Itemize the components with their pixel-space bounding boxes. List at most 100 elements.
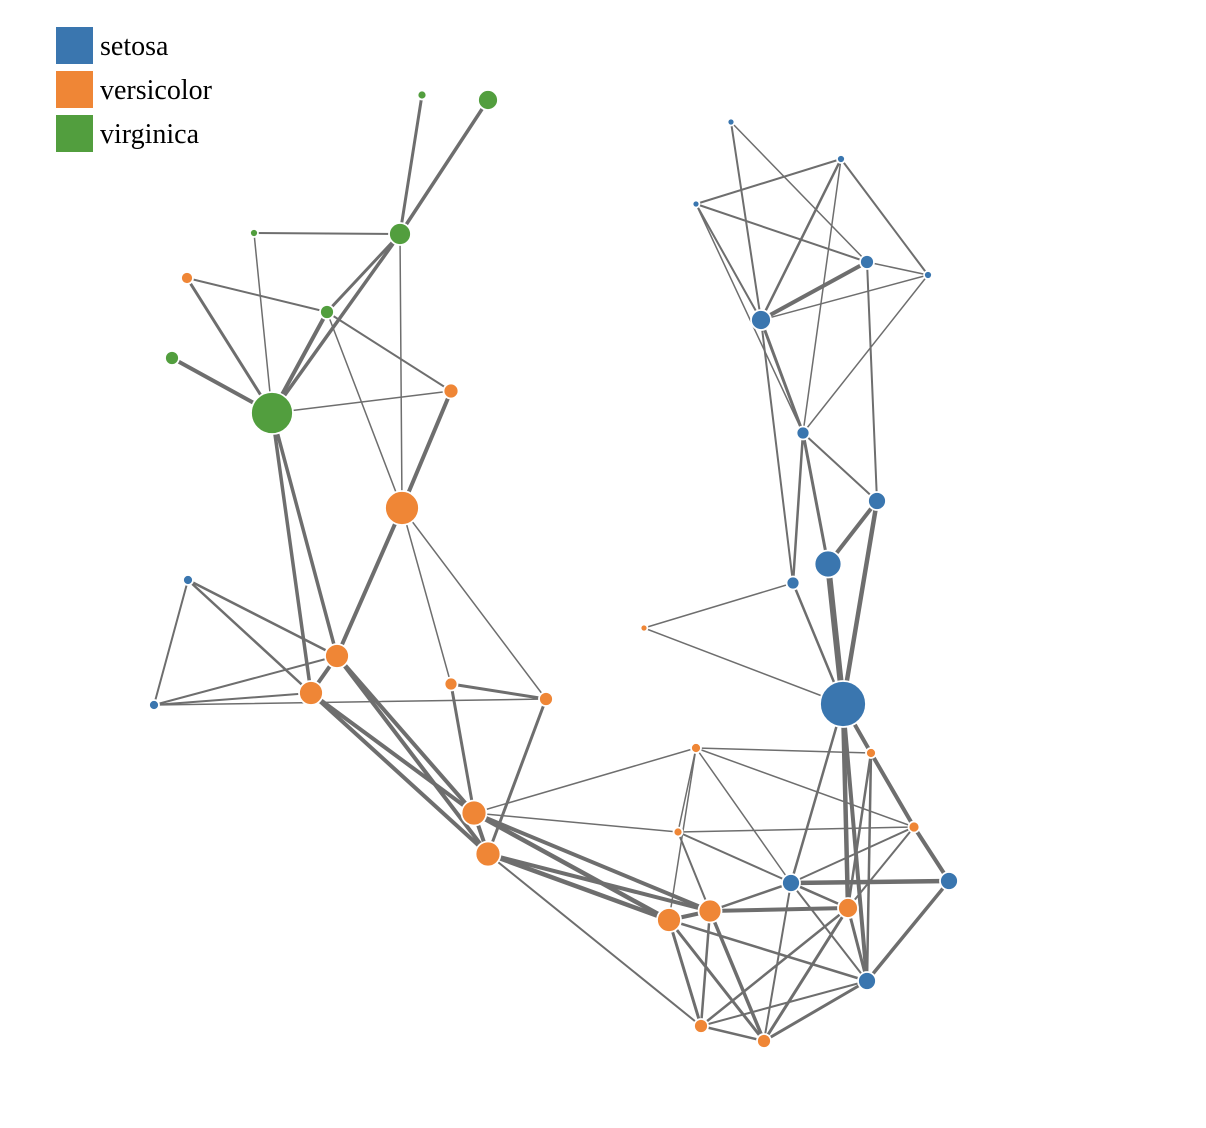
graph-node[interactable] xyxy=(697,898,723,924)
graph-node[interactable] xyxy=(324,643,350,669)
graph-edge xyxy=(865,879,951,983)
graph-node[interactable] xyxy=(785,575,801,591)
graph-node[interactable] xyxy=(443,676,459,692)
graph-edge xyxy=(325,232,402,314)
graph-node[interactable] xyxy=(939,871,959,891)
graph-edge xyxy=(153,655,338,706)
graph-edge xyxy=(667,918,766,1043)
graph-edge xyxy=(695,203,804,434)
legend-swatch-versicolor xyxy=(56,71,93,108)
graph-edge xyxy=(695,158,842,205)
graph-node[interactable] xyxy=(857,971,877,991)
graph-edge xyxy=(695,747,872,754)
graph-edge xyxy=(335,654,490,856)
graph-edge xyxy=(153,692,312,706)
graph-node[interactable] xyxy=(865,747,877,759)
graph-edge xyxy=(186,277,328,313)
graph-edge xyxy=(695,747,792,884)
edges-layer xyxy=(153,93,952,1043)
graph-edge xyxy=(866,261,878,502)
legend-label-virginica: virginica xyxy=(100,119,200,150)
graph-edge xyxy=(677,831,849,909)
graph-edge xyxy=(401,507,547,700)
graph-edge xyxy=(398,98,490,236)
graph-node[interactable] xyxy=(460,799,488,827)
graph-node[interactable] xyxy=(795,425,811,441)
graph-node[interactable] xyxy=(180,271,194,285)
graph-node[interactable] xyxy=(867,491,887,511)
graph-edge xyxy=(708,909,766,1043)
graph-edge xyxy=(788,878,952,886)
graph-edge xyxy=(759,260,869,322)
graph-edge xyxy=(759,318,805,435)
legend-item-virginica: virginica xyxy=(56,115,200,152)
graph-node[interactable] xyxy=(656,907,682,933)
graph-node[interactable] xyxy=(819,680,867,728)
legend-swatch-setosa xyxy=(56,27,93,64)
graph-edge xyxy=(471,810,672,923)
graph-node[interactable] xyxy=(813,549,843,579)
graph-node[interactable] xyxy=(182,574,194,586)
graph-node[interactable] xyxy=(781,873,801,893)
graph-node[interactable] xyxy=(442,382,460,400)
graph-edge xyxy=(153,698,547,706)
graph-node[interactable] xyxy=(164,350,180,366)
graph-node[interactable] xyxy=(249,228,259,238)
graph-node[interactable] xyxy=(384,490,420,526)
graph-edge xyxy=(399,233,403,509)
legend-swatch-virginica xyxy=(56,115,93,152)
graph-edge xyxy=(400,389,453,510)
graph-node[interactable] xyxy=(690,742,702,754)
graph-edge xyxy=(912,825,951,883)
graph-edge xyxy=(802,158,842,434)
graph-edge xyxy=(865,751,873,983)
graph-edge xyxy=(760,274,929,321)
graph-edge xyxy=(708,906,850,913)
graph-node[interactable] xyxy=(750,309,772,331)
graph-edge xyxy=(789,702,845,885)
graph-node[interactable] xyxy=(726,117,736,127)
graph-node[interactable] xyxy=(538,691,554,707)
graph-edge xyxy=(643,627,844,705)
graph-node[interactable] xyxy=(474,840,502,868)
nodes-layer xyxy=(148,89,959,1049)
graph-edge xyxy=(790,882,868,982)
graph-node[interactable] xyxy=(298,680,324,706)
graph-node[interactable] xyxy=(859,254,875,270)
graph-edge xyxy=(790,826,915,884)
graph-edge xyxy=(667,918,869,983)
graph-edge xyxy=(326,311,452,392)
graph-edge xyxy=(762,979,869,1043)
graph-edge xyxy=(802,432,878,502)
graph-node[interactable] xyxy=(388,222,412,246)
graph-edge xyxy=(801,431,830,566)
graph-edge xyxy=(699,906,850,1028)
graph-edge xyxy=(695,203,868,263)
legend-item-setosa: setosa xyxy=(56,27,169,64)
graph-edge xyxy=(677,831,711,912)
graph-edge xyxy=(762,906,850,1043)
graph-node[interactable] xyxy=(477,89,499,111)
graph-edge xyxy=(186,578,313,695)
graph-node[interactable] xyxy=(319,304,335,320)
graph-node[interactable] xyxy=(639,623,649,633)
graph-edge xyxy=(185,276,274,415)
graph-node[interactable] xyxy=(923,270,933,280)
graph-node[interactable] xyxy=(416,89,428,101)
graph-node[interactable] xyxy=(693,1018,709,1034)
graph-node[interactable] xyxy=(250,391,294,435)
graph-node[interactable] xyxy=(836,154,846,164)
graph-node[interactable] xyxy=(672,826,684,838)
graph-edge xyxy=(700,980,868,1027)
graph-edge xyxy=(326,311,403,509)
graph-node[interactable] xyxy=(691,199,701,209)
graph-edge xyxy=(802,274,929,434)
graph-node[interactable] xyxy=(148,699,160,711)
graph-edge xyxy=(846,906,869,983)
graph-edge xyxy=(695,747,915,828)
graph-node[interactable] xyxy=(837,897,859,919)
graph-node[interactable] xyxy=(756,1033,772,1049)
graph-edge xyxy=(699,909,712,1028)
graph-node[interactable] xyxy=(907,820,921,834)
graph-edge xyxy=(840,158,929,276)
